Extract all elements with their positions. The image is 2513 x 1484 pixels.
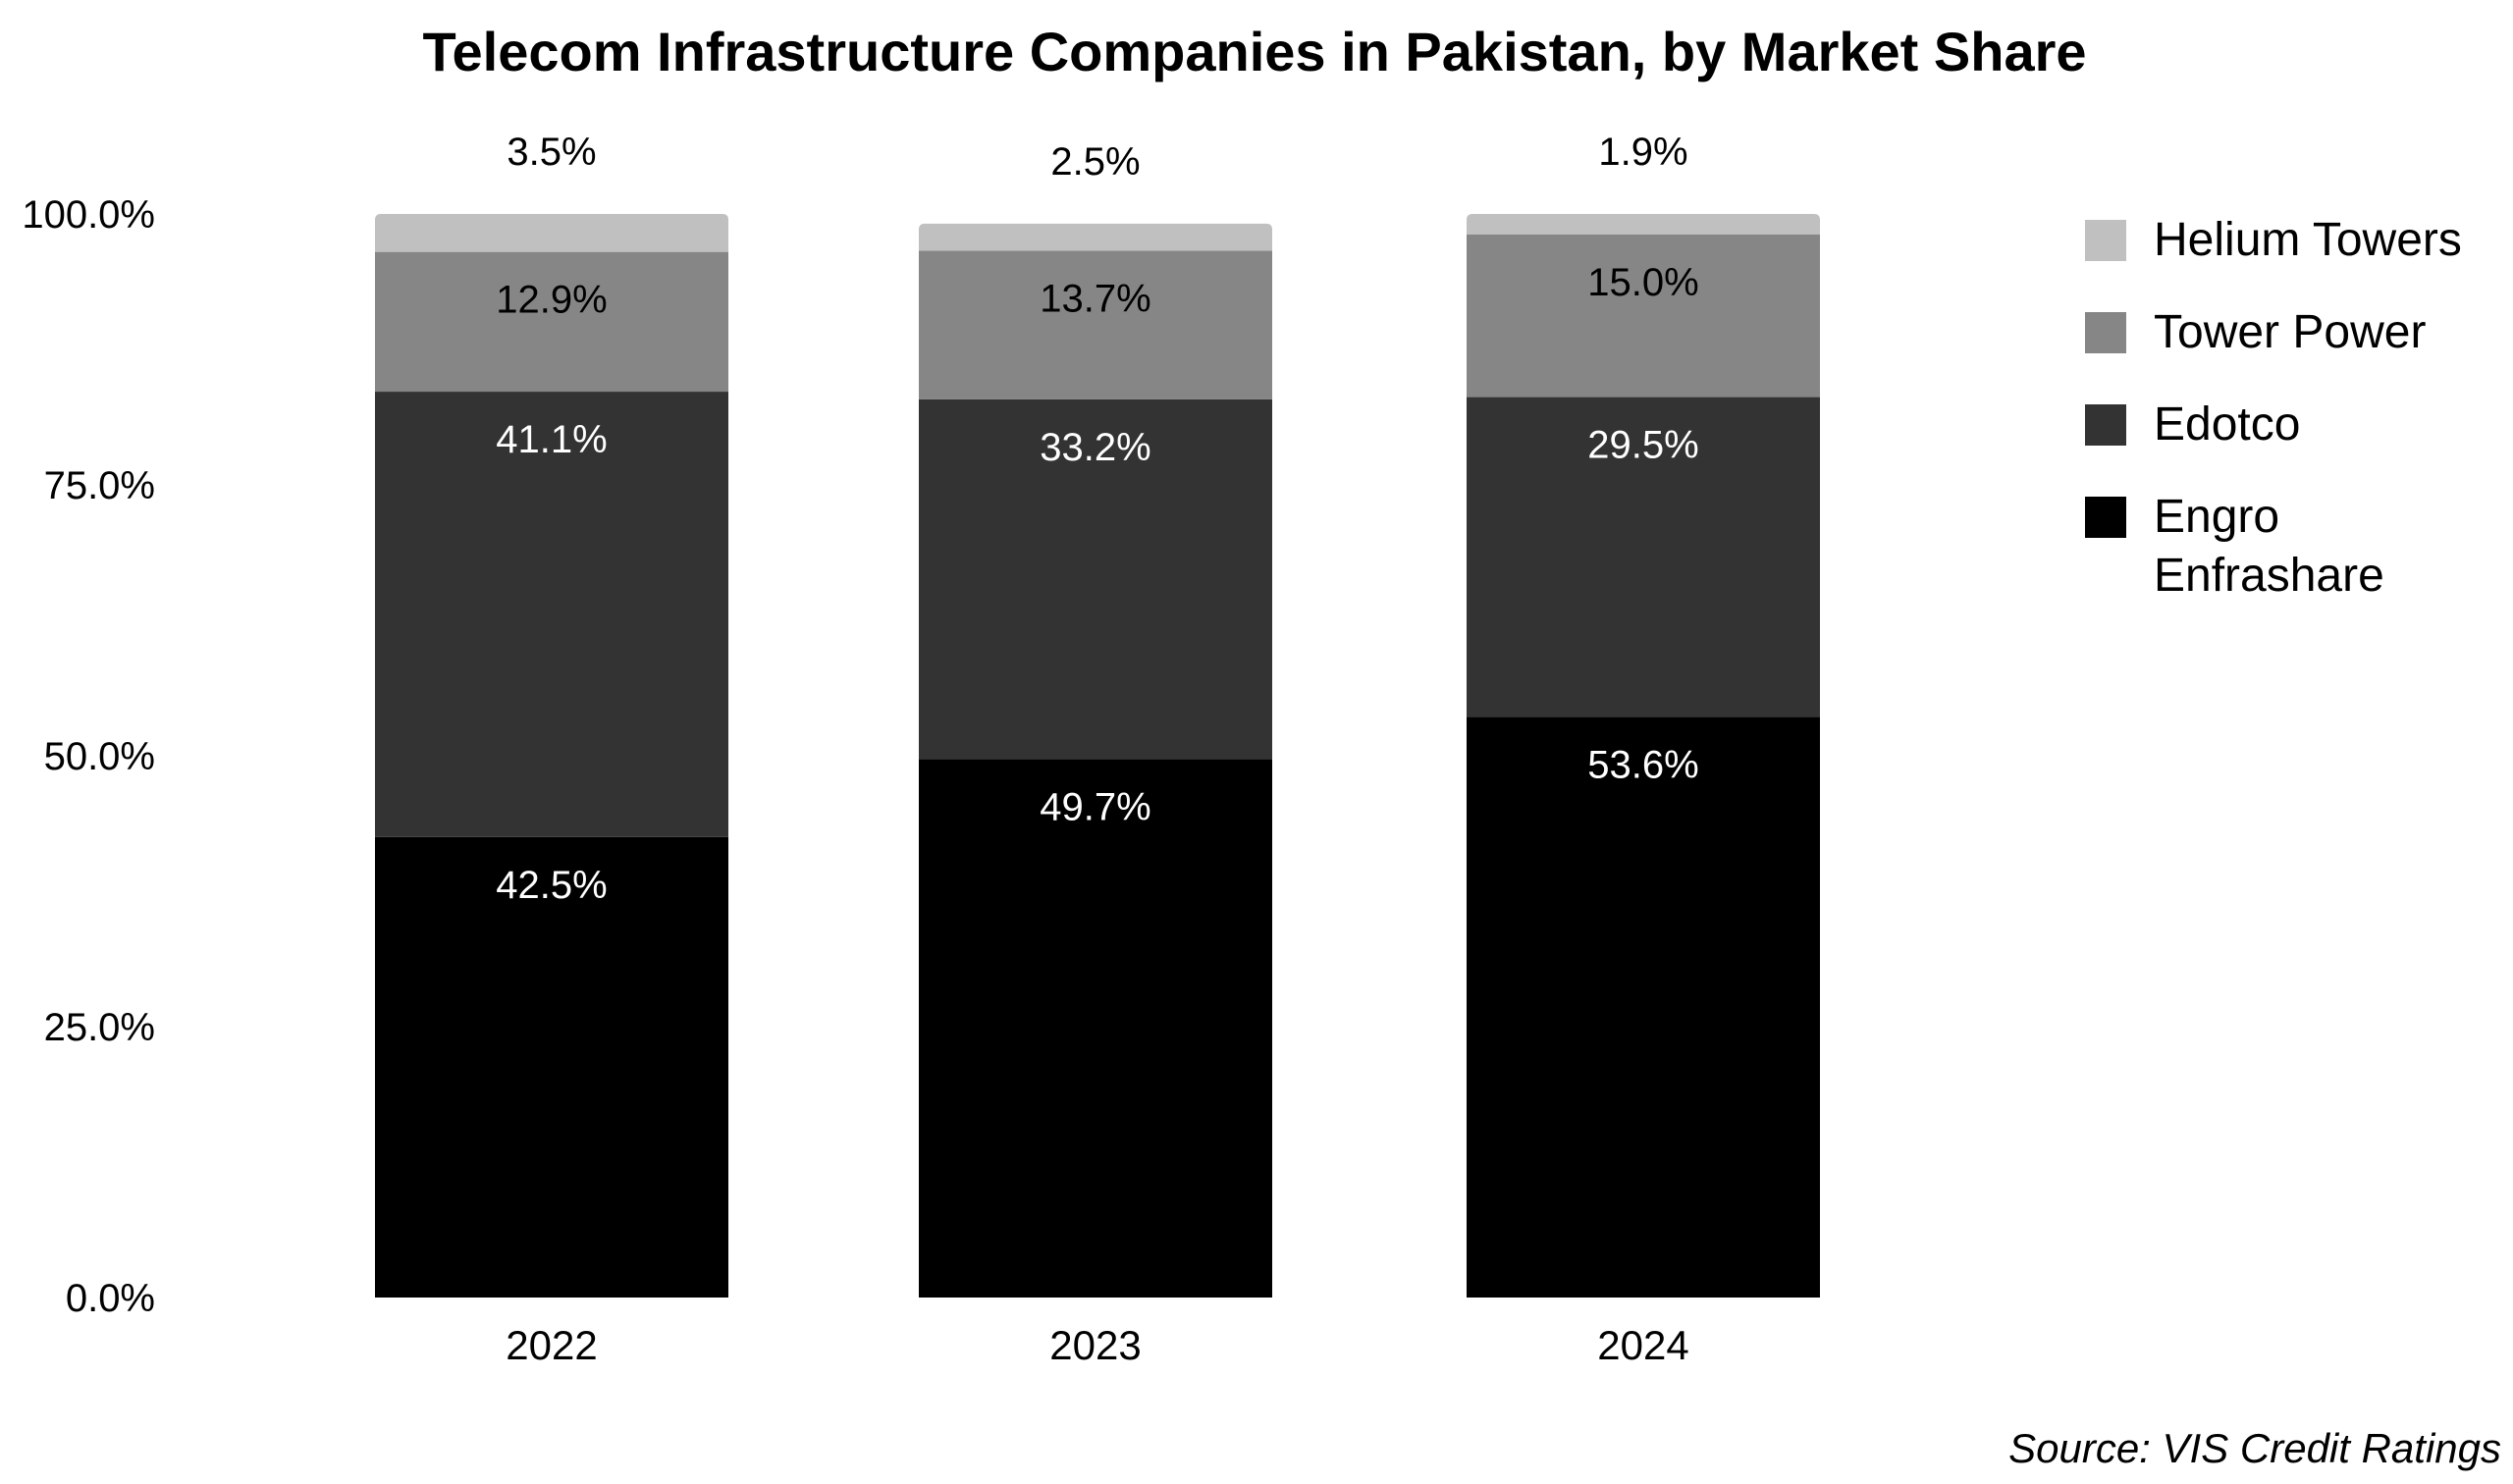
x-tick-label: 2022 <box>506 1322 597 1368</box>
legend-swatch-helium-towers <box>2085 220 2126 261</box>
y-tick-label: 100.0% <box>22 193 155 237</box>
chart-title: Telecom Infrastructure Companies in Paki… <box>422 21 2086 82</box>
bar-segment-tower-power-2024 <box>1467 234 1820 398</box>
data-label-edotco-2023: 33.2% <box>1040 426 1150 469</box>
bar-segment-helium-towers-2024 <box>1467 214 1820 235</box>
legend-label-tower-power: Tower Power <box>2154 306 2426 358</box>
bar-segment-engro-enfrashare-2022 <box>375 836 728 1298</box>
bar-segment-edotco-2023 <box>919 398 1272 760</box>
legend-label-helium-towers: Helium Towers <box>2154 214 2462 266</box>
bar-segment-edotco-2022 <box>375 392 728 837</box>
legend-swatch-engro-enfrashare <box>2085 497 2126 538</box>
y-tick-label: 25.0% <box>44 1006 155 1049</box>
bar-segment-engro-enfrashare-2023 <box>919 759 1272 1298</box>
y-axis: 0.0% 25.0% 50.0% 75.0% 100.0% <box>22 193 155 1320</box>
x-tick-label: 2023 <box>1049 1322 1141 1368</box>
legend: Helium Towers Tower Power Edotco Engro Enfra… <box>2085 214 2462 602</box>
data-label-edotco-2024: 29.5% <box>1587 424 1698 467</box>
y-tick-label: 50.0% <box>44 735 155 778</box>
data-label-tower-power-2024: 15.0% <box>1587 261 1698 304</box>
bar-segment-engro-enfrashare-2024 <box>1467 716 1820 1298</box>
data-label-helium-towers-2024: 1.9% <box>1598 131 1687 174</box>
source-note: Source: VIS Credit Ratings <box>2008 1425 2501 1471</box>
bar-segment-edotco-2024 <box>1467 397 1820 717</box>
y-tick-label: 75.0% <box>44 464 155 507</box>
data-labels-group: 42.5% 41.1% 12.9% 3.5% 49.7% 33.2% 13.7% 2.5% 53… <box>496 131 1698 907</box>
data-label-tower-power-2023: 13.7% <box>1040 278 1150 321</box>
bar-segment-tower-power-2023 <box>919 250 1272 399</box>
bars-group <box>375 214 1820 1298</box>
x-tick-label: 2024 <box>1597 1322 1688 1368</box>
legend-label-engro-enfrashare: Engro Enfrashare <box>2154 491 2384 602</box>
x-axis: 2022 2023 2024 <box>506 1322 1688 1368</box>
bar-segment-helium-towers-2023 <box>919 223 1272 251</box>
bar-segment-tower-power-2022 <box>375 251 728 393</box>
data-label-engro-enfrashare-2022: 42.5% <box>496 864 607 907</box>
data-label-helium-towers-2023: 2.5% <box>1050 140 1140 184</box>
data-label-helium-towers-2022: 3.5% <box>507 131 596 174</box>
y-tick-label: 0.0% <box>66 1277 155 1320</box>
legend-swatch-edotco <box>2085 404 2126 446</box>
legend-swatch-tower-power <box>2085 312 2126 353</box>
data-label-engro-enfrashare-2023: 49.7% <box>1040 785 1150 828</box>
data-label-engro-enfrashare-2024: 53.6% <box>1587 743 1698 786</box>
data-label-tower-power-2022: 12.9% <box>496 279 607 322</box>
bar-segment-helium-towers-2022 <box>375 214 728 252</box>
data-label-edotco-2022: 41.1% <box>496 418 607 461</box>
legend-label-edotco: Edotco <box>2154 398 2300 450</box>
